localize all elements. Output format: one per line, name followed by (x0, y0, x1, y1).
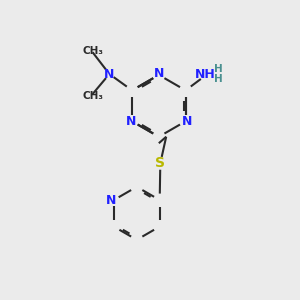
Text: CH₃: CH₃ (82, 46, 103, 56)
Text: N: N (106, 194, 117, 207)
Text: H: H (214, 74, 223, 84)
Text: H: H (214, 64, 223, 74)
Text: N: N (182, 115, 192, 128)
Text: N: N (125, 115, 136, 128)
Text: N: N (154, 67, 164, 80)
Text: NH: NH (195, 68, 215, 80)
Text: CH₃: CH₃ (82, 91, 103, 100)
Text: S: S (155, 156, 165, 170)
Text: N: N (104, 68, 115, 80)
